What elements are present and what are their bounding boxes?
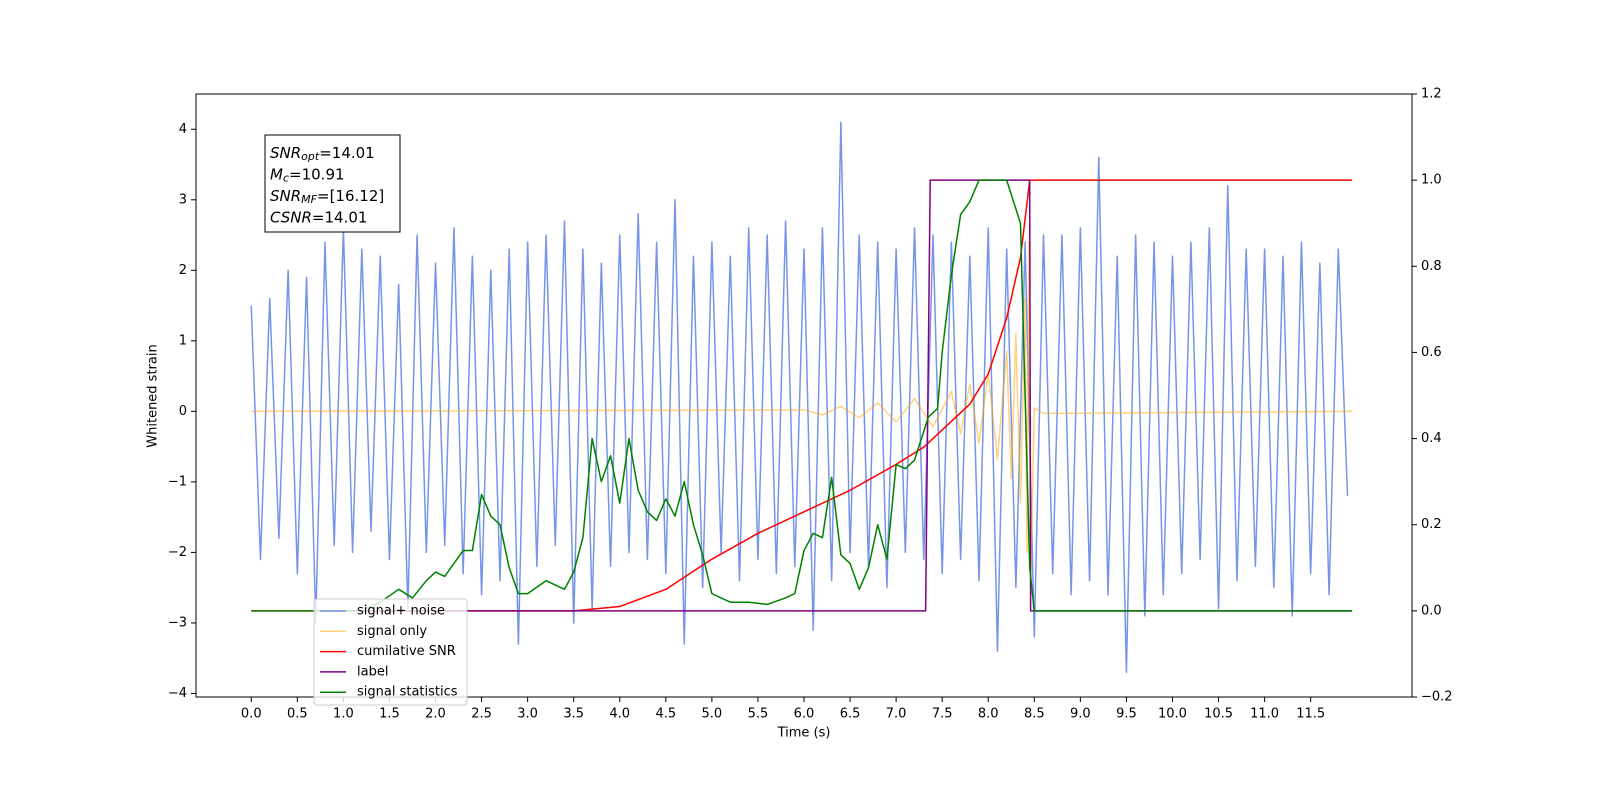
y-tick-label: −1 [168,474,187,489]
y2-tick-label: 0.2 [1421,517,1442,532]
annotation-main: CSNR [270,208,312,226]
y2-tick-label: −0.2 [1421,690,1453,705]
series-line [251,179,1353,612]
x-tick-label: 1.5 [379,707,400,722]
annotation: SNRopt=14.01 [270,144,375,164]
x-tick-label: 10.5 [1204,707,1233,722]
x-tick-label: 11.5 [1296,707,1325,722]
annotation: SNRMF=[16.12] [270,187,384,207]
x-tick-label: 5.0 [702,707,723,722]
legend-label: label [357,664,388,679]
annotation-rest: =[16.12] [317,187,384,205]
y2-tick-label: 1.2 [1421,87,1442,102]
x-tick-label: 5.5 [748,707,769,722]
legend-label: signal statistics [357,685,458,700]
x-tick-label: 6.5 [840,707,861,722]
annotation-box: SNRopt=14.01Mc=10.91SNRMF=[16.12]CSNR=14… [264,134,401,233]
annotation-rest: =14.01 [319,144,375,162]
x-tick-label: 6.0 [794,707,815,722]
x-axis-label: Time (s) [777,726,831,741]
annotation: CSNR=14.01 [270,208,367,226]
x-tick-label: 1.0 [333,707,354,722]
annotation-main: SNR [270,187,301,205]
annotation-rest: =14.01 [312,208,368,226]
x-tick-label: 0.5 [287,707,308,722]
y2-tick-label: 1.0 [1421,173,1442,188]
x-tick-label: 4.5 [655,707,676,722]
y-tick-label: −4 [168,686,187,701]
y-tick-label: 0 [179,404,187,419]
legend-label: cumilative SNR [357,644,456,659]
plot-area [250,121,1353,674]
x-tick-label: 9.0 [1070,707,1091,722]
annotation-rest: =10.91 [289,165,345,183]
x-tick-label: 0.0 [241,707,262,722]
annotation-sub: MF [301,193,317,206]
x-tick-label: 2.5 [471,707,492,722]
y-tick-label: 3 [179,192,187,207]
series-line [251,241,1353,582]
legend-label: signal only [357,624,427,639]
y-tick-label: 1 [179,333,187,348]
annotation-frame [264,134,401,233]
x-tick-label: 2.0 [425,707,446,722]
x-tick-label: 3.0 [517,707,538,722]
legend-frame [313,598,468,706]
y-tick-label: −2 [168,545,187,560]
annotation-main: SNR [270,144,301,162]
y2-tick-label: 0.8 [1421,259,1442,274]
annotation-main: M [270,165,283,183]
x-tick-label: 4.0 [609,707,630,722]
annotation-sub: opt [301,150,320,163]
x-tick-label: 8.5 [1024,707,1045,722]
x-tick-label: 11.0 [1250,707,1279,722]
annotation-sub: c [283,172,289,185]
x-tick-label: 3.5 [563,707,584,722]
y2-tick-label: 0.0 [1421,603,1442,618]
legend-label: signal+ noise [357,604,445,619]
x-tick-label: 10.0 [1158,707,1187,722]
y-tick-label: 2 [179,263,187,278]
y2-tick-label: 0.6 [1421,345,1442,360]
x-tick-label: 8.0 [978,707,999,722]
y-tick-label: 4 [179,122,187,137]
x-tick-label: 7.5 [932,707,953,722]
y2-tick-label: 0.4 [1421,431,1442,446]
legend: signal+ noise signal only cumilative SNR la… [313,598,468,706]
x-tick-label: 9.5 [1116,707,1137,722]
y-axis-label: Whitened strain [146,344,161,447]
annotation: Mc=10.91 [270,165,345,185]
series-line [250,121,1349,674]
x-tick-label: 7.0 [886,707,907,722]
y-tick-label: −3 [168,615,187,630]
